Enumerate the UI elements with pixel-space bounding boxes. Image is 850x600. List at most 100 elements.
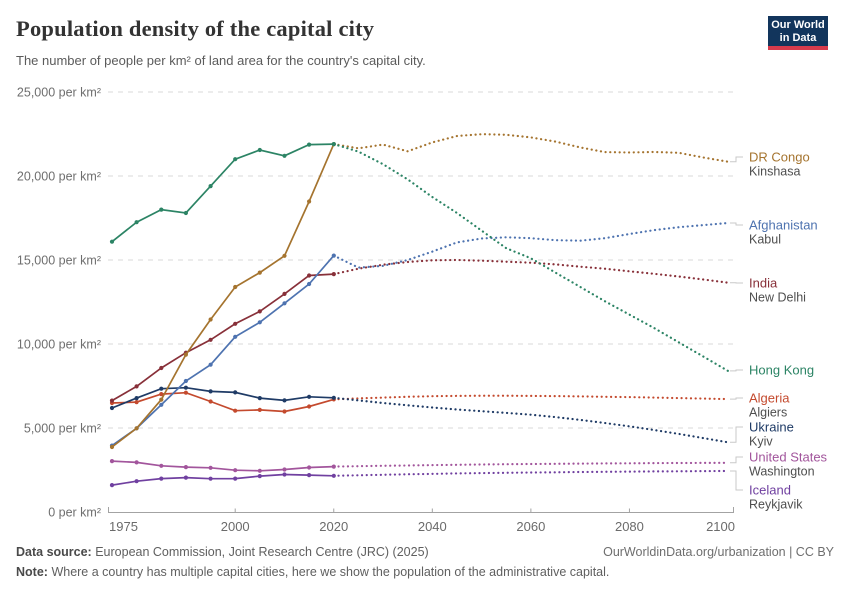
city-label: Kyiv	[749, 435, 773, 449]
data-point-marker	[257, 468, 262, 473]
x-tick-label: 2060	[516, 519, 545, 534]
data-point-marker	[183, 385, 188, 390]
y-tick-label: 5,000 per km²	[24, 422, 101, 436]
y-tick-label: 0 per km²	[48, 506, 101, 520]
data-point-marker	[331, 473, 336, 478]
projection-line	[332, 133, 730, 163]
footer: Data source: European Commission, Joint …	[0, 540, 850, 579]
y-tick-label: 20,000 per km²	[17, 170, 101, 184]
data-point-marker	[134, 384, 139, 389]
country-label[interactable]: Hong Kong	[749, 363, 814, 378]
data-point-marker	[257, 309, 262, 314]
series-afghanistan	[109, 221, 743, 448]
data-source-text: European Commission, Joint Research Cent…	[95, 545, 429, 559]
attribution-link[interactable]: OurWorldinData.org/urbanization | CC BY	[603, 545, 834, 559]
data-point-marker	[307, 199, 312, 204]
data-point-marker	[183, 210, 188, 216]
data-point-marker	[109, 459, 115, 464]
data-point-marker	[159, 365, 164, 371]
data-point-marker	[208, 362, 213, 367]
data-point-marker	[159, 392, 164, 397]
series-label-hong-kong[interactable]: Hong Kong	[749, 363, 814, 378]
data-point-marker	[307, 465, 312, 470]
series-iceland	[109, 469, 743, 491]
history-line	[111, 460, 334, 472]
history-line	[111, 391, 335, 413]
label-connector	[730, 456, 743, 464]
history-line	[111, 143, 335, 448]
data-point-marker	[208, 337, 213, 342]
data-point-marker	[134, 396, 139, 401]
data-point-marker	[134, 479, 139, 484]
data-point-marker	[233, 468, 238, 473]
series-united-states	[109, 456, 743, 473]
data-point-marker	[257, 320, 262, 325]
data-point-marker	[208, 389, 213, 394]
data-point-marker	[257, 270, 262, 275]
country-label[interactable]: DR Congo	[749, 150, 810, 165]
data-point-marker	[159, 402, 164, 407]
data-point-marker	[282, 398, 287, 403]
data-point-marker	[331, 253, 336, 258]
projection-line	[332, 143, 730, 372]
country-label[interactable]: Algeria	[749, 391, 790, 406]
data-point-marker	[208, 476, 213, 481]
data-point-marker	[282, 472, 287, 477]
data-point-marker	[282, 253, 287, 258]
data-point-marker	[257, 474, 262, 479]
series-ukraine	[109, 385, 743, 444]
data-point-marker	[159, 463, 164, 468]
x-tick-label: 2000	[221, 519, 250, 534]
label-connector	[730, 397, 743, 400]
data-point-marker	[282, 153, 287, 158]
data-point-marker	[307, 273, 312, 278]
footer-note-text: Where a country has multiple capital cit…	[51, 565, 610, 579]
data-point-marker	[233, 408, 238, 413]
data-point-marker	[183, 378, 188, 384]
data-point-marker	[282, 291, 287, 296]
series-dr-congo	[109, 133, 743, 450]
data-point-marker	[233, 390, 238, 395]
country-label[interactable]: India	[749, 276, 778, 291]
label-connector	[730, 470, 743, 491]
data-point-marker	[331, 142, 336, 147]
x-tick-label: 2080	[615, 519, 644, 534]
y-tick-label: 10,000 per km²	[17, 338, 101, 352]
footer-note-label: Note:	[16, 565, 48, 579]
data-point-marker	[183, 475, 188, 480]
data-point-marker	[307, 281, 312, 287]
data-point-marker	[134, 460, 139, 465]
country-label[interactable]: Iceland	[749, 483, 791, 498]
data-point-marker	[282, 467, 287, 472]
city-label: Reykjavik	[749, 498, 803, 512]
data-point-marker	[109, 444, 115, 450]
data-point-marker	[307, 404, 312, 409]
x-tick-label: 2020	[319, 519, 348, 534]
data-point-marker	[208, 317, 213, 322]
data-point-marker	[233, 284, 238, 290]
data-point-marker	[159, 397, 164, 402]
country-label[interactable]: Ukraine	[749, 420, 794, 435]
data-point-marker	[159, 386, 164, 391]
data-point-marker	[233, 334, 238, 339]
projection-line	[332, 394, 730, 401]
data-point-marker	[134, 220, 139, 225]
city-label: New Delhi	[749, 291, 806, 305]
country-label[interactable]: United States	[749, 450, 828, 465]
owid-logo[interactable]: Our World in Data	[768, 16, 828, 50]
history-line	[111, 386, 334, 409]
country-label[interactable]: Afghanistan	[749, 218, 818, 233]
series-india	[109, 258, 743, 403]
projection-line	[332, 258, 730, 284]
projection-line	[332, 461, 730, 468]
data-point-marker	[109, 483, 115, 488]
y-tick-label: 25,000 per km²	[17, 86, 101, 100]
city-label: Kinshasa	[749, 165, 800, 179]
